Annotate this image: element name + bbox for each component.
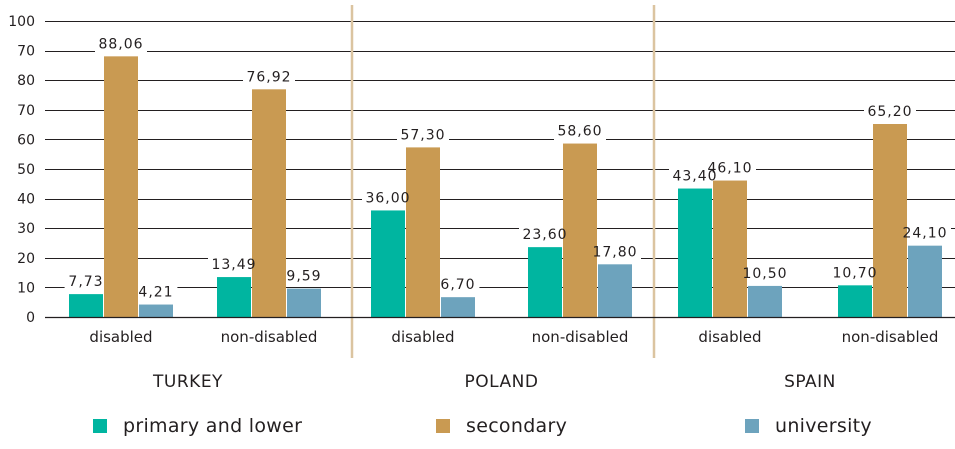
y-tick-label: 70: [17, 44, 35, 60]
data-label: 57,30: [400, 127, 445, 143]
data-label: 10,70: [832, 265, 877, 281]
bar: [528, 247, 562, 317]
axes: 0 10 20 30 40 50 60 70 80 70 100: [8, 14, 955, 326]
y-tick-label: 10: [17, 280, 35, 296]
legend-label: university: [775, 415, 872, 437]
x-tick-label: non-disabled: [221, 328, 318, 346]
x-tick-label: disabled: [391, 328, 454, 346]
data-label: 24,10: [902, 226, 947, 242]
group-separators: [350, 5, 656, 358]
bar: [69, 294, 103, 317]
group-label: SPAIN: [784, 372, 836, 392]
legend-swatch: [745, 419, 759, 433]
y-tick-label: 40: [17, 192, 35, 208]
data-label: 58,60: [557, 124, 602, 140]
legend-label: primary and lower: [123, 415, 302, 437]
legend: primary and lower secondary university: [93, 415, 872, 437]
y-tick-label: 50: [17, 162, 35, 178]
data-label: 43,40: [672, 169, 717, 185]
bar: [252, 89, 286, 317]
legend-label: secondary: [466, 415, 567, 437]
data-label: 46,10: [707, 161, 752, 177]
x-tick-label: disabled: [698, 328, 761, 346]
legend-swatch: [436, 419, 450, 433]
y-tick-label: 20: [17, 251, 35, 267]
data-label: 36,00: [365, 190, 410, 206]
y-tick-label: 70: [17, 103, 35, 119]
group-label: TURKEY: [152, 372, 223, 392]
labels: 7,73 88,06 4,21 disabled 13,49 76,92 9,59 non-d…: [68, 36, 947, 392]
group-label: POLAND: [465, 372, 539, 392]
data-label: 6,70: [440, 277, 475, 293]
bar: [563, 143, 597, 317]
bar: [371, 210, 405, 317]
bar: [713, 180, 747, 317]
data-label: 7,73: [68, 274, 103, 290]
data-label: 23,60: [522, 227, 567, 243]
data-label: 65,20: [867, 104, 912, 120]
x-tick-label: non-disabled: [532, 328, 629, 346]
bar: [678, 188, 712, 317]
data-label: 76,92: [246, 69, 291, 85]
bar: [104, 56, 138, 317]
bar: [873, 124, 907, 318]
x-tick-label: disabled: [89, 328, 152, 346]
data-label: 88,06: [98, 36, 143, 52]
data-label: 9,59: [286, 269, 321, 285]
bar: [139, 304, 173, 317]
y-tick-label: 30: [17, 221, 35, 237]
bar: [217, 277, 251, 317]
bar: [287, 288, 321, 317]
bar: [406, 147, 440, 317]
data-label: 10,50: [742, 266, 787, 282]
data-label: 4,21: [138, 285, 173, 301]
y-tick-label: 80: [17, 73, 35, 89]
y-tick-label: 100: [8, 14, 35, 30]
y-tick-label: 0: [26, 310, 35, 326]
bar: [598, 264, 632, 317]
bar: [441, 297, 475, 317]
bar: [908, 245, 942, 317]
bars: [69, 56, 942, 318]
bar: [838, 285, 872, 317]
gridlines: [45, 21, 955, 288]
legend-swatch: [93, 419, 107, 433]
bar: [748, 285, 782, 317]
data-label: 17,80: [592, 244, 637, 260]
x-tick-label: non-disabled: [842, 328, 939, 346]
data-label: 13,49: [211, 257, 256, 273]
y-tick-label: 60: [17, 132, 35, 148]
